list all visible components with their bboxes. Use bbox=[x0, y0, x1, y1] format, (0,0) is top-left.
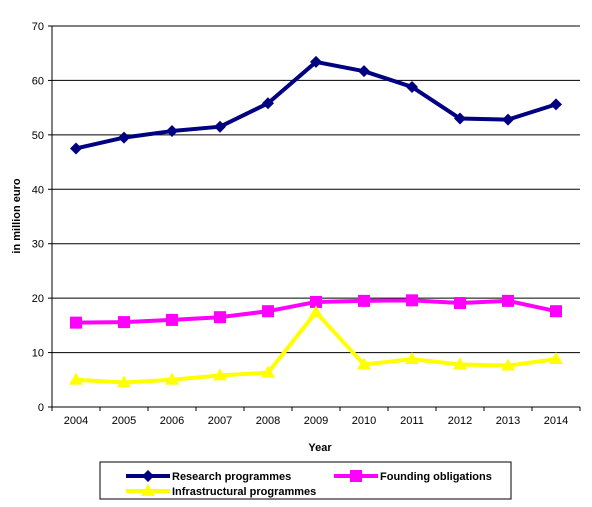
data-point bbox=[405, 352, 419, 365]
x-tick-label: 2008 bbox=[256, 415, 280, 427]
legend-marker bbox=[350, 470, 362, 482]
data-point bbox=[454, 112, 466, 125]
x-tick-label: 2011 bbox=[400, 415, 424, 427]
data-point bbox=[165, 372, 179, 385]
legend-label: Founding obligations bbox=[380, 471, 492, 483]
y-tick-label: 70 bbox=[32, 21, 44, 33]
data-point bbox=[502, 294, 514, 307]
series-group bbox=[69, 55, 563, 388]
data-point bbox=[358, 65, 370, 78]
x-tick-label: 2014 bbox=[544, 415, 568, 427]
data-point bbox=[214, 120, 226, 133]
data-point bbox=[358, 294, 370, 307]
x-tick-label: 2012 bbox=[448, 415, 472, 427]
y-tick-label: 50 bbox=[32, 130, 44, 142]
data-point bbox=[502, 113, 514, 126]
data-point bbox=[213, 368, 227, 381]
data-point bbox=[309, 305, 323, 318]
data-point bbox=[310, 55, 322, 68]
series-line-0 bbox=[75, 59, 557, 151]
data-point bbox=[70, 316, 82, 329]
data-point bbox=[118, 131, 130, 144]
data-point bbox=[70, 142, 82, 155]
y-tick-labels: 0 10 20 30 40 50 60 70 bbox=[32, 21, 44, 414]
x-tick-label: 2013 bbox=[496, 415, 520, 427]
data-point bbox=[549, 352, 563, 365]
y-tick-label: 10 bbox=[32, 348, 44, 360]
data-point bbox=[406, 294, 418, 307]
y-tick-label: 0 bbox=[38, 402, 44, 414]
axes bbox=[51, 26, 580, 408]
x-tick-label: 2004 bbox=[64, 415, 88, 427]
y-tick-label: 30 bbox=[32, 239, 44, 251]
y-tick-label: 60 bbox=[32, 75, 44, 87]
y-axis-title: in million euro bbox=[11, 178, 23, 253]
x-tick-label: 2007 bbox=[208, 415, 232, 427]
data-point bbox=[550, 98, 562, 111]
data-point bbox=[357, 357, 371, 370]
gridlines bbox=[48, 25, 580, 408]
data-point bbox=[454, 297, 466, 310]
data-point bbox=[406, 80, 418, 93]
data-point bbox=[166, 313, 178, 326]
legend: Research programmes Founding obligations I… bbox=[99, 461, 512, 500]
x-tick-label: 2005 bbox=[112, 415, 136, 427]
data-point bbox=[261, 365, 275, 378]
x-tick-label: 2010 bbox=[352, 415, 376, 427]
x-tick-labels: 2004 2005 2006 2007 2008 2009 2010 2011 2012 2013… bbox=[51, 407, 581, 427]
legend-marker bbox=[142, 470, 154, 482]
legend-label: Infrastructural programmes bbox=[172, 486, 316, 498]
x-tick-label: 2009 bbox=[304, 415, 328, 427]
y-tick-label: 20 bbox=[32, 293, 44, 305]
legend-marker bbox=[141, 484, 155, 496]
data-point bbox=[69, 372, 83, 385]
x-tick-label: 2006 bbox=[160, 415, 184, 427]
y-tick-label: 40 bbox=[32, 184, 44, 196]
data-point bbox=[166, 125, 178, 138]
data-point bbox=[501, 358, 515, 371]
data-point bbox=[550, 305, 562, 318]
data-point bbox=[262, 305, 274, 318]
data-point bbox=[117, 375, 131, 388]
data-point bbox=[118, 316, 130, 329]
data-point bbox=[453, 357, 467, 370]
data-point bbox=[310, 295, 322, 308]
data-point bbox=[214, 311, 226, 324]
data-point bbox=[262, 97, 274, 110]
legend-label: Research programmes bbox=[172, 471, 291, 483]
x-axis-title: Year bbox=[308, 442, 332, 454]
